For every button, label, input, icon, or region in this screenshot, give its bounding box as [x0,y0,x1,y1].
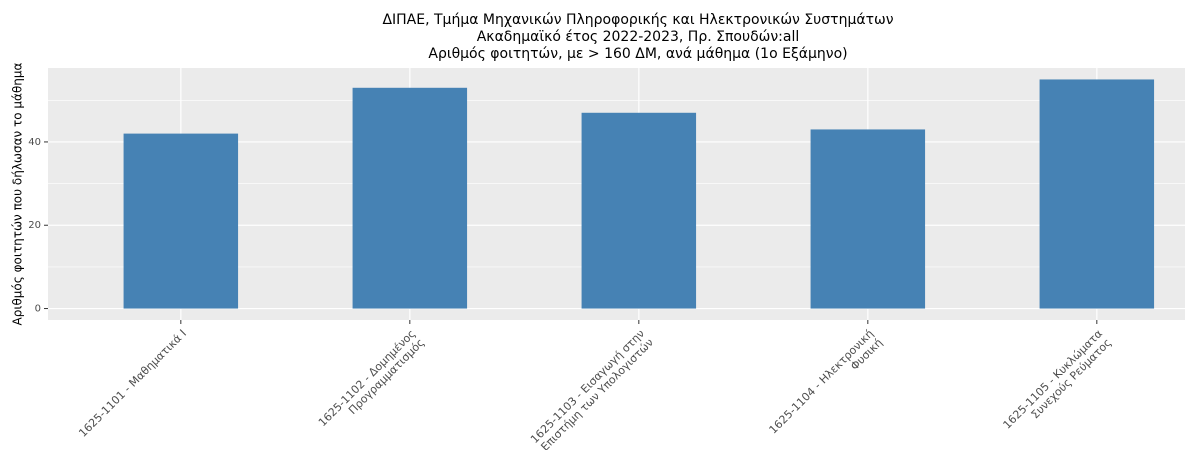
chart-title: Ακαδημαϊκό έτος 2022-2023, Πρ. Σπουδών:a… [477,29,800,45]
x-tick-label: 1625-1105 - ΚυκλώματαΣυνεχούς Ρεύματος [1001,327,1114,440]
y-tick-label: 20 [28,220,41,231]
bar [352,87,468,309]
x-tick-label: 1625-1103 - Εισαγωγή στηνΕπιστήμη των Υπ… [528,327,656,450]
y-tick-label: 0 [35,304,41,315]
chart-title: Αριθμός φοιτητών, με > 160 ΔΜ, ανά μάθημ… [428,46,847,62]
x-tick-label: 1625-1102 - ΔομημένοςΠρογραμματισμός [316,327,427,438]
chart-title: ΔΙΠΑΕ, Τμήμα Μηχανικών Πληροφορικής και … [382,12,893,28]
x-tick-label: 1625-1104 - ΗλεκτρονικήΦυσική [767,327,885,445]
bar [123,133,239,309]
bar [810,129,926,309]
y-tick-label: 40 [28,137,41,148]
y-axis-label: Αριθμός φοιτητών που δήλωσαν το μάθημα [11,62,25,325]
x-tick-label: 1625-1101 - Μαθηματικά Ι [76,327,189,440]
bar [1039,79,1155,309]
bar [581,112,697,309]
